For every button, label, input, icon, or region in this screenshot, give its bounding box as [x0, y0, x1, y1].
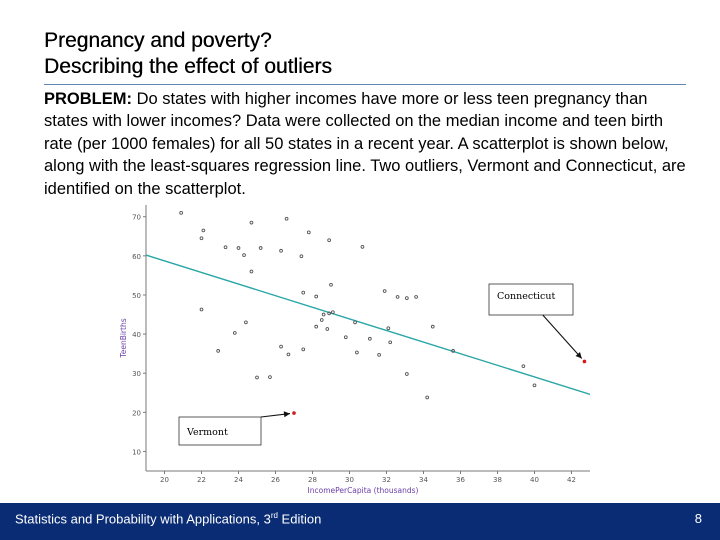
callout-label-connecticut: Connecticut: [497, 291, 555, 302]
y-tick-label: 30: [132, 370, 141, 378]
data-point: [201, 228, 206, 233]
callout-label-vermont: Vermont: [186, 427, 228, 438]
data-point: [405, 296, 409, 300]
data-point: [353, 320, 357, 325]
data-point: [532, 383, 537, 388]
x-tick-label: 34: [419, 476, 428, 484]
data-point: [284, 216, 289, 221]
data-point: [360, 245, 365, 249]
data-point: [430, 324, 435, 329]
data-point: [327, 311, 331, 316]
y-tick-label: 10: [132, 448, 141, 456]
data-point: [377, 352, 381, 357]
data-point: [343, 335, 348, 340]
x-tick-label: 20: [160, 476, 169, 484]
callout-box-connecticut: [488, 283, 574, 316]
data-point: [314, 294, 319, 299]
data-point: [301, 347, 306, 352]
y-tick-label: 40: [132, 331, 141, 339]
x-tick-label: 30: [345, 476, 354, 484]
data-point: [425, 395, 430, 400]
data-point: [382, 289, 387, 293]
x-tick-label: 22: [197, 476, 206, 484]
y-tick-label: 60: [132, 253, 141, 261]
data-point: [244, 320, 248, 325]
y-tick-label: 70: [132, 214, 141, 222]
data-point: [286, 352, 291, 357]
data-point: [451, 349, 455, 353]
data-point: [249, 269, 254, 274]
scatterplot-panel: 10 20 30 40 50 60 70 20 22 24 26 28 30 32 34 36 38 40 42 In…: [119, 201, 591, 498]
data-point: [242, 253, 246, 257]
data-point: [414, 295, 418, 299]
data-point: [299, 254, 304, 259]
outlier-point-connecticut: [582, 359, 587, 364]
data-point: [405, 372, 409, 376]
y-tick-label: 50: [132, 292, 141, 300]
footer-book-title: Statistics and Probability with Applicat…: [15, 511, 271, 527]
scatterplot: 10 20 30 40 50 60 70 20 22 24 26 28 30 32 34 36 38 40 42 In…: [119, 205, 591, 495]
data-point: [319, 318, 324, 322]
footer-edition-suffix: rd: [270, 511, 278, 520]
data-point: [199, 236, 204, 241]
data-point: [255, 375, 259, 380]
callout-arrow-connecticut: [542, 314, 583, 359]
data-point: [314, 324, 319, 329]
data-point: [395, 295, 400, 299]
data-point: [236, 246, 241, 250]
x-tick-label: 38: [493, 476, 502, 484]
footer-text: Statistics and Probability with Applicat…: [15, 511, 321, 526]
page-number: 8: [694, 511, 702, 526]
data-point: [306, 230, 311, 235]
footer-edition-label: Edition: [277, 511, 322, 527]
data-point: [521, 364, 526, 369]
data-point: [355, 350, 359, 355]
x-tick-label: 32: [382, 476, 391, 484]
data-point: [199, 307, 204, 312]
problem-label: PROBLEM:: [44, 90, 132, 108]
data-point: [301, 290, 306, 295]
data-point: [279, 248, 283, 253]
regression-line: [145, 254, 591, 395]
footer-bar: [0, 503, 720, 540]
data-point: [258, 246, 263, 250]
problem-statement: PROBLEM: Do states with higher incomes h…: [44, 88, 694, 200]
data-point: [368, 336, 372, 341]
x-tick-label: 26: [271, 476, 280, 484]
x-tick-label: 40: [530, 476, 539, 484]
title-divider: [44, 84, 686, 85]
data-point: [216, 349, 220, 353]
data-point: [223, 245, 228, 250]
x-tick-label: 24: [234, 476, 243, 484]
callout-arrowhead-vermont: [283, 411, 291, 418]
data-point: [331, 310, 335, 315]
data-point: [327, 238, 331, 243]
callout-arrowhead-connecticut: [575, 352, 582, 359]
data-point: [232, 331, 237, 335]
x-tick-label: 42: [567, 476, 576, 484]
y-axis-label: TeenBirths: [119, 318, 128, 358]
data-point: [388, 340, 393, 345]
y-tick-label: 20: [132, 409, 141, 417]
data-point: [321, 312, 326, 317]
callout-box-vermont: [178, 416, 262, 446]
data-point: [386, 326, 391, 331]
data-point: [279, 344, 283, 349]
data-point: [325, 327, 330, 331]
x-tick-label: 28: [308, 476, 317, 484]
x-axis-label: IncomePerCapita (thousands): [308, 486, 419, 495]
problem-text: Do states with higher incomes have more …: [44, 90, 686, 198]
slide-title: Pregnancy and poverty? Describing the ef…: [44, 28, 694, 80]
x-tick-label: 36: [456, 476, 465, 484]
slide-title-line-1: Pregnancy and poverty?: [44, 29, 272, 52]
slide-title-line-2: Describing the effect of outliers: [44, 55, 332, 78]
data-point: [249, 220, 254, 225]
data-point: [179, 210, 183, 215]
data-point: [268, 375, 272, 379]
data-point: [329, 282, 333, 287]
outlier-point-vermont: [292, 411, 296, 415]
